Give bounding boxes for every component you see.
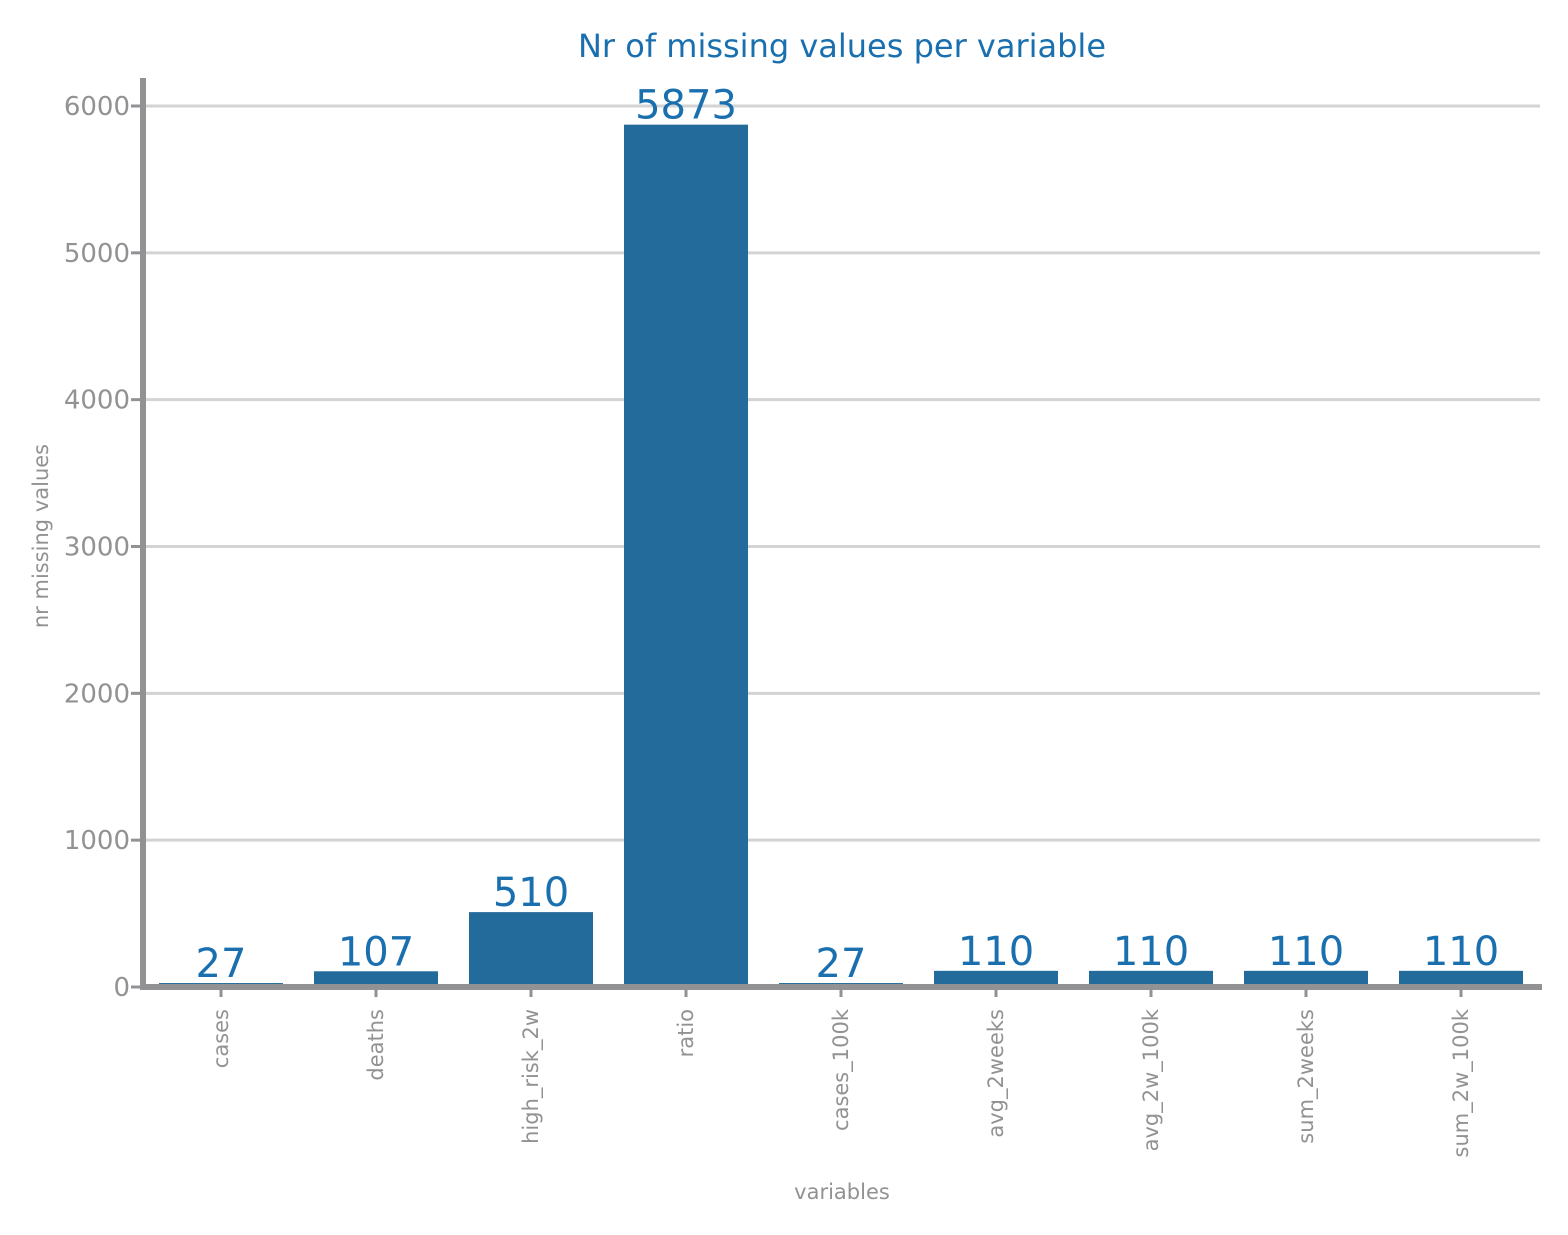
- x-tick-label: ratio: [674, 1009, 698, 1057]
- y-ticks: 0 1000 2000 3000 4000 5000 6000: [64, 92, 143, 1003]
- data-label: 107: [338, 929, 414, 975]
- y-tick-label: 1000: [64, 826, 130, 856]
- bar-sum_2w_100k: [1399, 970, 1523, 987]
- x-tick-label: sum_2weeks: [1294, 1009, 1319, 1144]
- chart-title: Nr of missing values per variable: [578, 27, 1106, 65]
- x-tick-label: sum_2w_100k: [1449, 1008, 1474, 1157]
- data-labels: 27 107 510 5873 27 110 110 110 110: [196, 83, 1500, 987]
- bars: [159, 124, 1523, 988]
- bar-avg_2w_100k: [1089, 970, 1213, 987]
- grid-lines: [143, 104, 1540, 842]
- bar-deaths: [314, 971, 438, 987]
- x-tick-label: high_risk_2w: [519, 1009, 544, 1144]
- bar-sum_2weeks: [1244, 970, 1368, 987]
- y-axis-label: nr missing values: [29, 444, 53, 628]
- y-tick-label: 0: [113, 973, 130, 1003]
- data-label: 110: [1113, 929, 1189, 975]
- data-label: 110: [1423, 929, 1499, 975]
- x-ticks: cases deaths high_risk_2w ratio cases_100k av…: [209, 987, 1474, 1158]
- x-tick-label: avg_2weeks: [984, 1009, 1009, 1138]
- data-label: 27: [196, 941, 247, 987]
- x-tick-label: cases_100k: [829, 1008, 854, 1131]
- x-tick-label: cases: [209, 1009, 233, 1068]
- y-tick-label: 6000: [64, 92, 130, 122]
- data-label: 5873: [635, 83, 737, 129]
- y-tick-label: 2000: [64, 679, 130, 709]
- y-tick-label: 4000: [64, 386, 130, 416]
- data-label: 27: [816, 941, 867, 987]
- bar-avg_2weeks: [934, 970, 1058, 987]
- x-tick-label: avg_2w_100k: [1139, 1008, 1164, 1151]
- x-tick-label: deaths: [364, 1009, 388, 1081]
- y-tick-label: 3000: [64, 533, 130, 563]
- data-label: 110: [958, 929, 1034, 975]
- data-label: 110: [1268, 929, 1344, 975]
- y-tick-label: 5000: [64, 239, 130, 269]
- bar-high_risk_2w: [469, 912, 593, 987]
- axes: [140, 78, 1542, 990]
- bar-ratio: [624, 124, 748, 988]
- x-axis-label: variables: [794, 1180, 890, 1204]
- data-label: 510: [493, 870, 569, 916]
